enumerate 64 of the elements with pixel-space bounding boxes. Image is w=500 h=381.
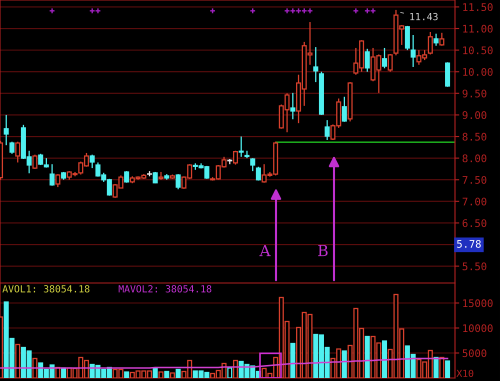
y-tick-label: 8.00 — [462, 154, 486, 162]
candlestick — [434, 33, 439, 46]
y-tick-label: 7.00 — [462, 198, 486, 206]
bar — [152, 368, 158, 378]
y-tick-label: 11.50 — [463, 3, 493, 12]
candlestick — [90, 154, 95, 169]
bar — [124, 371, 130, 378]
bar — [55, 366, 60, 378]
candlestick — [9, 141, 14, 154]
bar — [434, 356, 439, 378]
text: 5.78 — [457, 240, 481, 248]
y-tick-label: 5000 — [462, 349, 486, 358]
candlestick — [256, 166, 261, 182]
annotation: 11.43 — [410, 12, 438, 20]
y-tick-label: 9.00 — [462, 111, 486, 120]
candlestick — [32, 154, 38, 170]
text: X10 — [456, 370, 474, 378]
annotation: AVOL1: 38054.18 — [2, 285, 90, 292]
bar — [439, 356, 444, 378]
y-tick-label: 5.50 — [462, 262, 486, 270]
candlestick — [313, 46, 318, 83]
bar — [170, 372, 175, 378]
candlestick — [55, 173, 60, 188]
bar — [445, 360, 450, 378]
y-tick-label: 11.00 — [463, 24, 493, 33]
bar — [15, 344, 20, 378]
candlestick — [4, 114, 9, 146]
candlestick — [410, 34, 416, 68]
candlestick — [364, 48, 370, 72]
candlestick — [324, 119, 330, 141]
candlestick — [250, 158, 256, 172]
annotation: A — [259, 244, 271, 256]
bar — [158, 371, 164, 378]
candlestick — [428, 31, 433, 56]
candlestick — [404, 25, 410, 51]
candlestick — [382, 47, 388, 69]
candlestick — [124, 170, 130, 184]
y-tick-label: 10000 — [463, 324, 493, 332]
candlestick — [445, 62, 450, 88]
bar — [382, 340, 388, 378]
bar — [364, 336, 370, 378]
y-tick-label: 10.50 — [463, 46, 493, 54]
y-tick-label: 10.00 — [463, 68, 493, 76]
candlestick — [176, 173, 181, 190]
candlestick — [50, 164, 55, 186]
bar — [290, 342, 296, 378]
annotation: MAVOL2: 38054.18 — [118, 285, 212, 292]
bar — [61, 367, 66, 378]
y-tick-label: 9.50 — [462, 90, 486, 98]
bar — [32, 358, 38, 378]
annotation: B — [318, 244, 328, 256]
candlestick — [290, 92, 296, 120]
candlestick — [439, 32, 444, 46]
bar — [176, 368, 181, 378]
candlestick — [238, 136, 244, 158]
candlestick — [388, 53, 393, 72]
bar — [342, 350, 347, 378]
y-tick-label: 15000 — [463, 299, 493, 308]
bar — [164, 370, 170, 378]
y-tick-label: 7.50 — [462, 176, 486, 184]
y-tick-label: 8.50 — [462, 132, 486, 141]
candlestick — [15, 141, 20, 164]
candlestick — [342, 96, 347, 122]
y-tick-label: 6.50 — [462, 219, 486, 228]
